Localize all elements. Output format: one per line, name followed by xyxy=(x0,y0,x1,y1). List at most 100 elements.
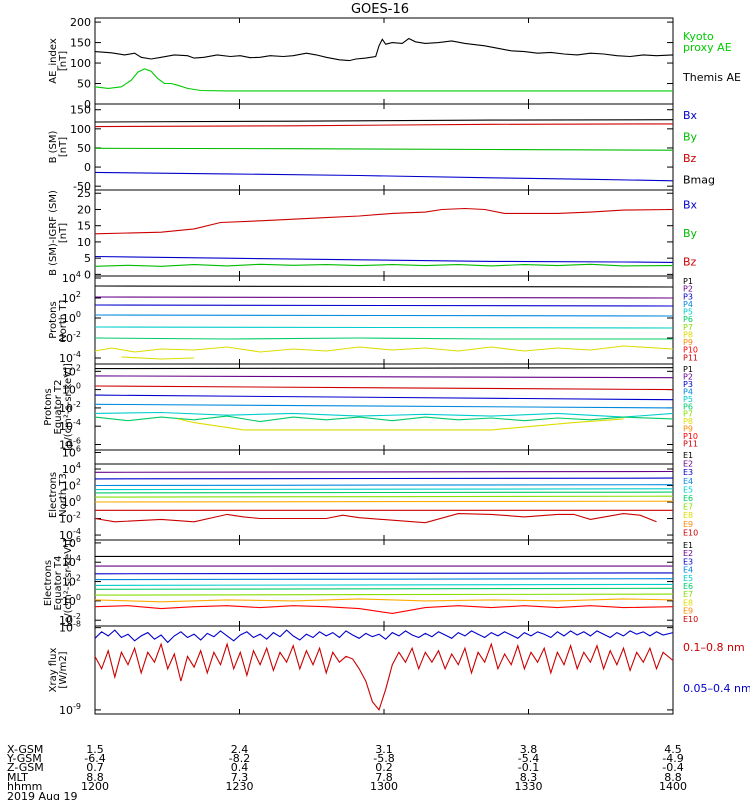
series-line xyxy=(94,500,674,503)
footer-tick-value: 8.8 xyxy=(664,771,682,784)
legend-entry: E4 xyxy=(683,477,693,486)
series-line xyxy=(94,598,674,603)
legend-entry: P11 xyxy=(683,353,698,362)
series-line xyxy=(94,263,674,267)
legend-entry: 0.1–0.8 nm xyxy=(683,641,745,654)
legend-entry: E5 xyxy=(683,485,693,494)
legend-entry: E2 xyxy=(683,549,693,558)
y-axis-label: Electrons xyxy=(48,472,59,518)
y-tick-exponent: 4 xyxy=(76,270,81,279)
y-tick-exponent: -2 xyxy=(73,511,81,520)
legend-entry: E6 xyxy=(683,494,693,503)
y-tick-exponent: 2 xyxy=(76,574,81,583)
y-tick-label: 50 xyxy=(77,142,91,155)
legend-entry: E2 xyxy=(683,460,693,469)
legend-entry: P1 xyxy=(683,365,693,374)
legend-entry: E7 xyxy=(683,503,693,512)
series-line xyxy=(94,484,674,487)
y-axis-label: [p/(cm²-s-sr-keV)] xyxy=(63,363,74,451)
legend-entry: E3 xyxy=(683,468,693,477)
series-line xyxy=(94,477,674,480)
series-line xyxy=(94,68,673,92)
legend-entry: E3 xyxy=(683,557,693,566)
legend-entry: E9 xyxy=(683,607,693,616)
legend-entry: P6 xyxy=(683,315,693,324)
y-axis-label: AE_index xyxy=(48,38,59,84)
y-tick-label: 25 xyxy=(77,187,91,200)
footer-tick-value: 8.3 xyxy=(520,771,538,784)
series-line xyxy=(94,411,674,418)
series-line xyxy=(94,642,674,712)
y-tick-label: 10-9 xyxy=(59,702,81,717)
footer-tick-value: 1400 xyxy=(659,780,687,793)
y-tick-label: -50 xyxy=(73,180,91,193)
footer-tick-value: 0.2 xyxy=(375,761,393,774)
y-tick-label: 20 xyxy=(77,203,91,216)
y-tick-exponent: 6 xyxy=(76,535,81,544)
legend-entry: P4 xyxy=(683,300,693,309)
footer-tick-value: -5.8 xyxy=(373,752,394,765)
y-axis-label: North T1 xyxy=(58,298,69,342)
y-tick-exponent: 0 xyxy=(76,310,81,319)
legend-entry: By xyxy=(683,227,698,240)
legend-entry: P5 xyxy=(683,395,693,404)
footer-tick-value: 1200 xyxy=(81,780,109,793)
y-tick-label: 100 xyxy=(70,57,91,70)
y-tick-label: 0 xyxy=(84,268,91,281)
series-line xyxy=(121,356,195,360)
y-tick-label: 150 xyxy=(70,37,91,50)
series-line xyxy=(94,394,674,401)
y-tick-exponent: 6 xyxy=(76,444,81,453)
y-axis-label: [nT] xyxy=(58,51,69,71)
legend-entry: E7 xyxy=(683,590,693,599)
legend-entry: Bx xyxy=(683,109,698,122)
y-tick-exponent: 2 xyxy=(76,363,81,372)
legend-entry: E10 xyxy=(683,528,698,537)
y-tick-exponent: -6 xyxy=(73,437,81,446)
y-tick-label: 100 xyxy=(70,123,91,136)
legend-entry: P4 xyxy=(683,387,693,396)
legend-entry: Themis AE xyxy=(682,71,741,84)
footer-row-label: hhmm xyxy=(7,780,42,793)
footer-tick-value: 3.8 xyxy=(520,743,538,756)
footer-row-label: Z-GSM xyxy=(7,761,44,774)
legend-entry: P9 xyxy=(683,425,693,434)
series-line xyxy=(94,255,674,263)
legend-entry: Kyoto xyxy=(683,30,714,43)
y-tick-exponent: 2 xyxy=(76,478,81,487)
footer-tick-value: -4.9 xyxy=(662,752,683,765)
y-axis-label: [nT] xyxy=(58,137,69,157)
legend-entry: P8 xyxy=(683,330,693,339)
footer-tick-value: -0.4 xyxy=(662,761,683,774)
y-tick-exponent: 2 xyxy=(76,290,81,299)
footer-tick-value: 1.5 xyxy=(86,743,104,756)
legend-entry: E8 xyxy=(683,598,693,607)
legend-entry: P11 xyxy=(683,440,698,449)
panel-bsm: 150 100 50 0 -50 B (SM) [nT] Bx By Bz Bmag xyxy=(48,103,715,193)
series-line xyxy=(94,587,674,590)
y-axis-label: [nT] xyxy=(58,223,69,243)
y-tick-exponent: -2 xyxy=(73,330,81,339)
legend-entry: P9 xyxy=(683,338,693,347)
series-line xyxy=(94,37,674,62)
legend-entry: P5 xyxy=(683,308,693,317)
series-line xyxy=(94,572,674,575)
series-line xyxy=(94,578,674,581)
footer-tick-value: -8.2 xyxy=(229,752,250,765)
legend-entry: Bz xyxy=(683,152,697,165)
y-tick-label: 10-8 xyxy=(59,620,81,635)
series-line xyxy=(94,605,674,614)
footer-tick-value: 7.8 xyxy=(375,771,393,784)
series-line xyxy=(94,345,674,353)
legend-entry: E10 xyxy=(683,615,698,624)
y-tick-label: 15 xyxy=(77,220,91,233)
legend-entry: E1 xyxy=(683,451,693,460)
footer-tick-value: 1230 xyxy=(226,780,254,793)
legend-entry: E4 xyxy=(683,566,693,575)
y-axis-label: B (SM)-IGRF (SM) xyxy=(48,190,59,276)
footer-date: 2019 Aug 19 xyxy=(7,790,77,800)
